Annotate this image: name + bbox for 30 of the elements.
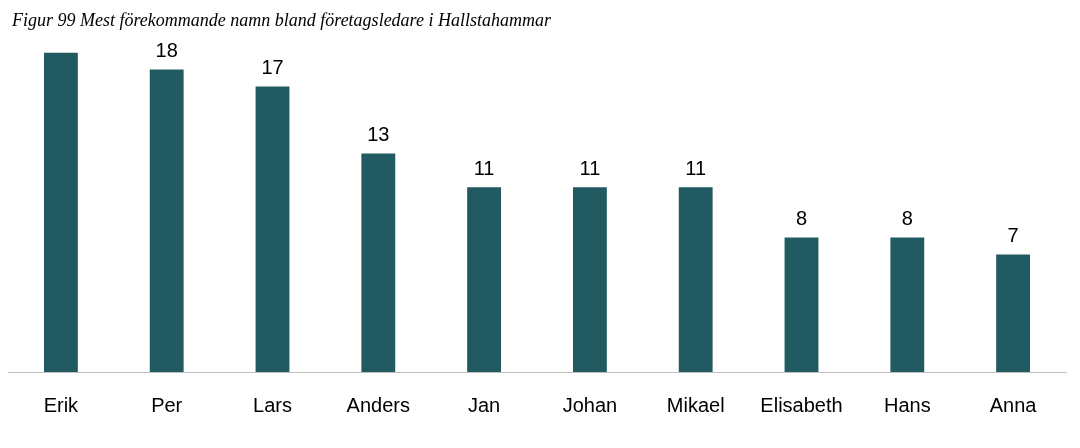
x-tick-label: Mikael xyxy=(666,393,725,416)
x-tick-label: Lars xyxy=(253,393,292,416)
bar xyxy=(678,187,713,372)
bar xyxy=(43,52,78,372)
data-label: 11 xyxy=(579,156,601,179)
bar xyxy=(784,237,819,372)
bar xyxy=(890,237,925,372)
data-label: 17 xyxy=(261,55,284,78)
data-label: 11 xyxy=(685,156,707,179)
data-label: 13 xyxy=(367,123,390,146)
chart-title: Figur 99 Mest förekommande namn bland företagsledare i Hallstahammar xyxy=(12,10,551,31)
data-label: 18 xyxy=(155,39,178,62)
bar xyxy=(572,187,607,372)
x-tick-label: Per xyxy=(151,393,183,416)
data-label: 8 xyxy=(795,207,808,230)
x-tick-label: Erik xyxy=(43,393,80,416)
bar xyxy=(996,254,1031,372)
x-tick-label: Anders xyxy=(346,393,410,416)
data-label: 8 xyxy=(901,207,913,230)
data-label: 11 xyxy=(473,156,495,179)
x-tick-label: Jan xyxy=(467,393,501,416)
x-tick-label: Anna xyxy=(989,393,1038,416)
x-tick-label: Johan xyxy=(562,393,618,416)
bar xyxy=(467,187,502,372)
bar xyxy=(149,69,184,372)
x-tick-label: Elisabeth xyxy=(760,393,843,416)
bar xyxy=(255,86,290,372)
data-label: 7 xyxy=(1007,223,1019,246)
bar xyxy=(361,153,396,372)
x-tick-label: Hans xyxy=(883,393,931,416)
